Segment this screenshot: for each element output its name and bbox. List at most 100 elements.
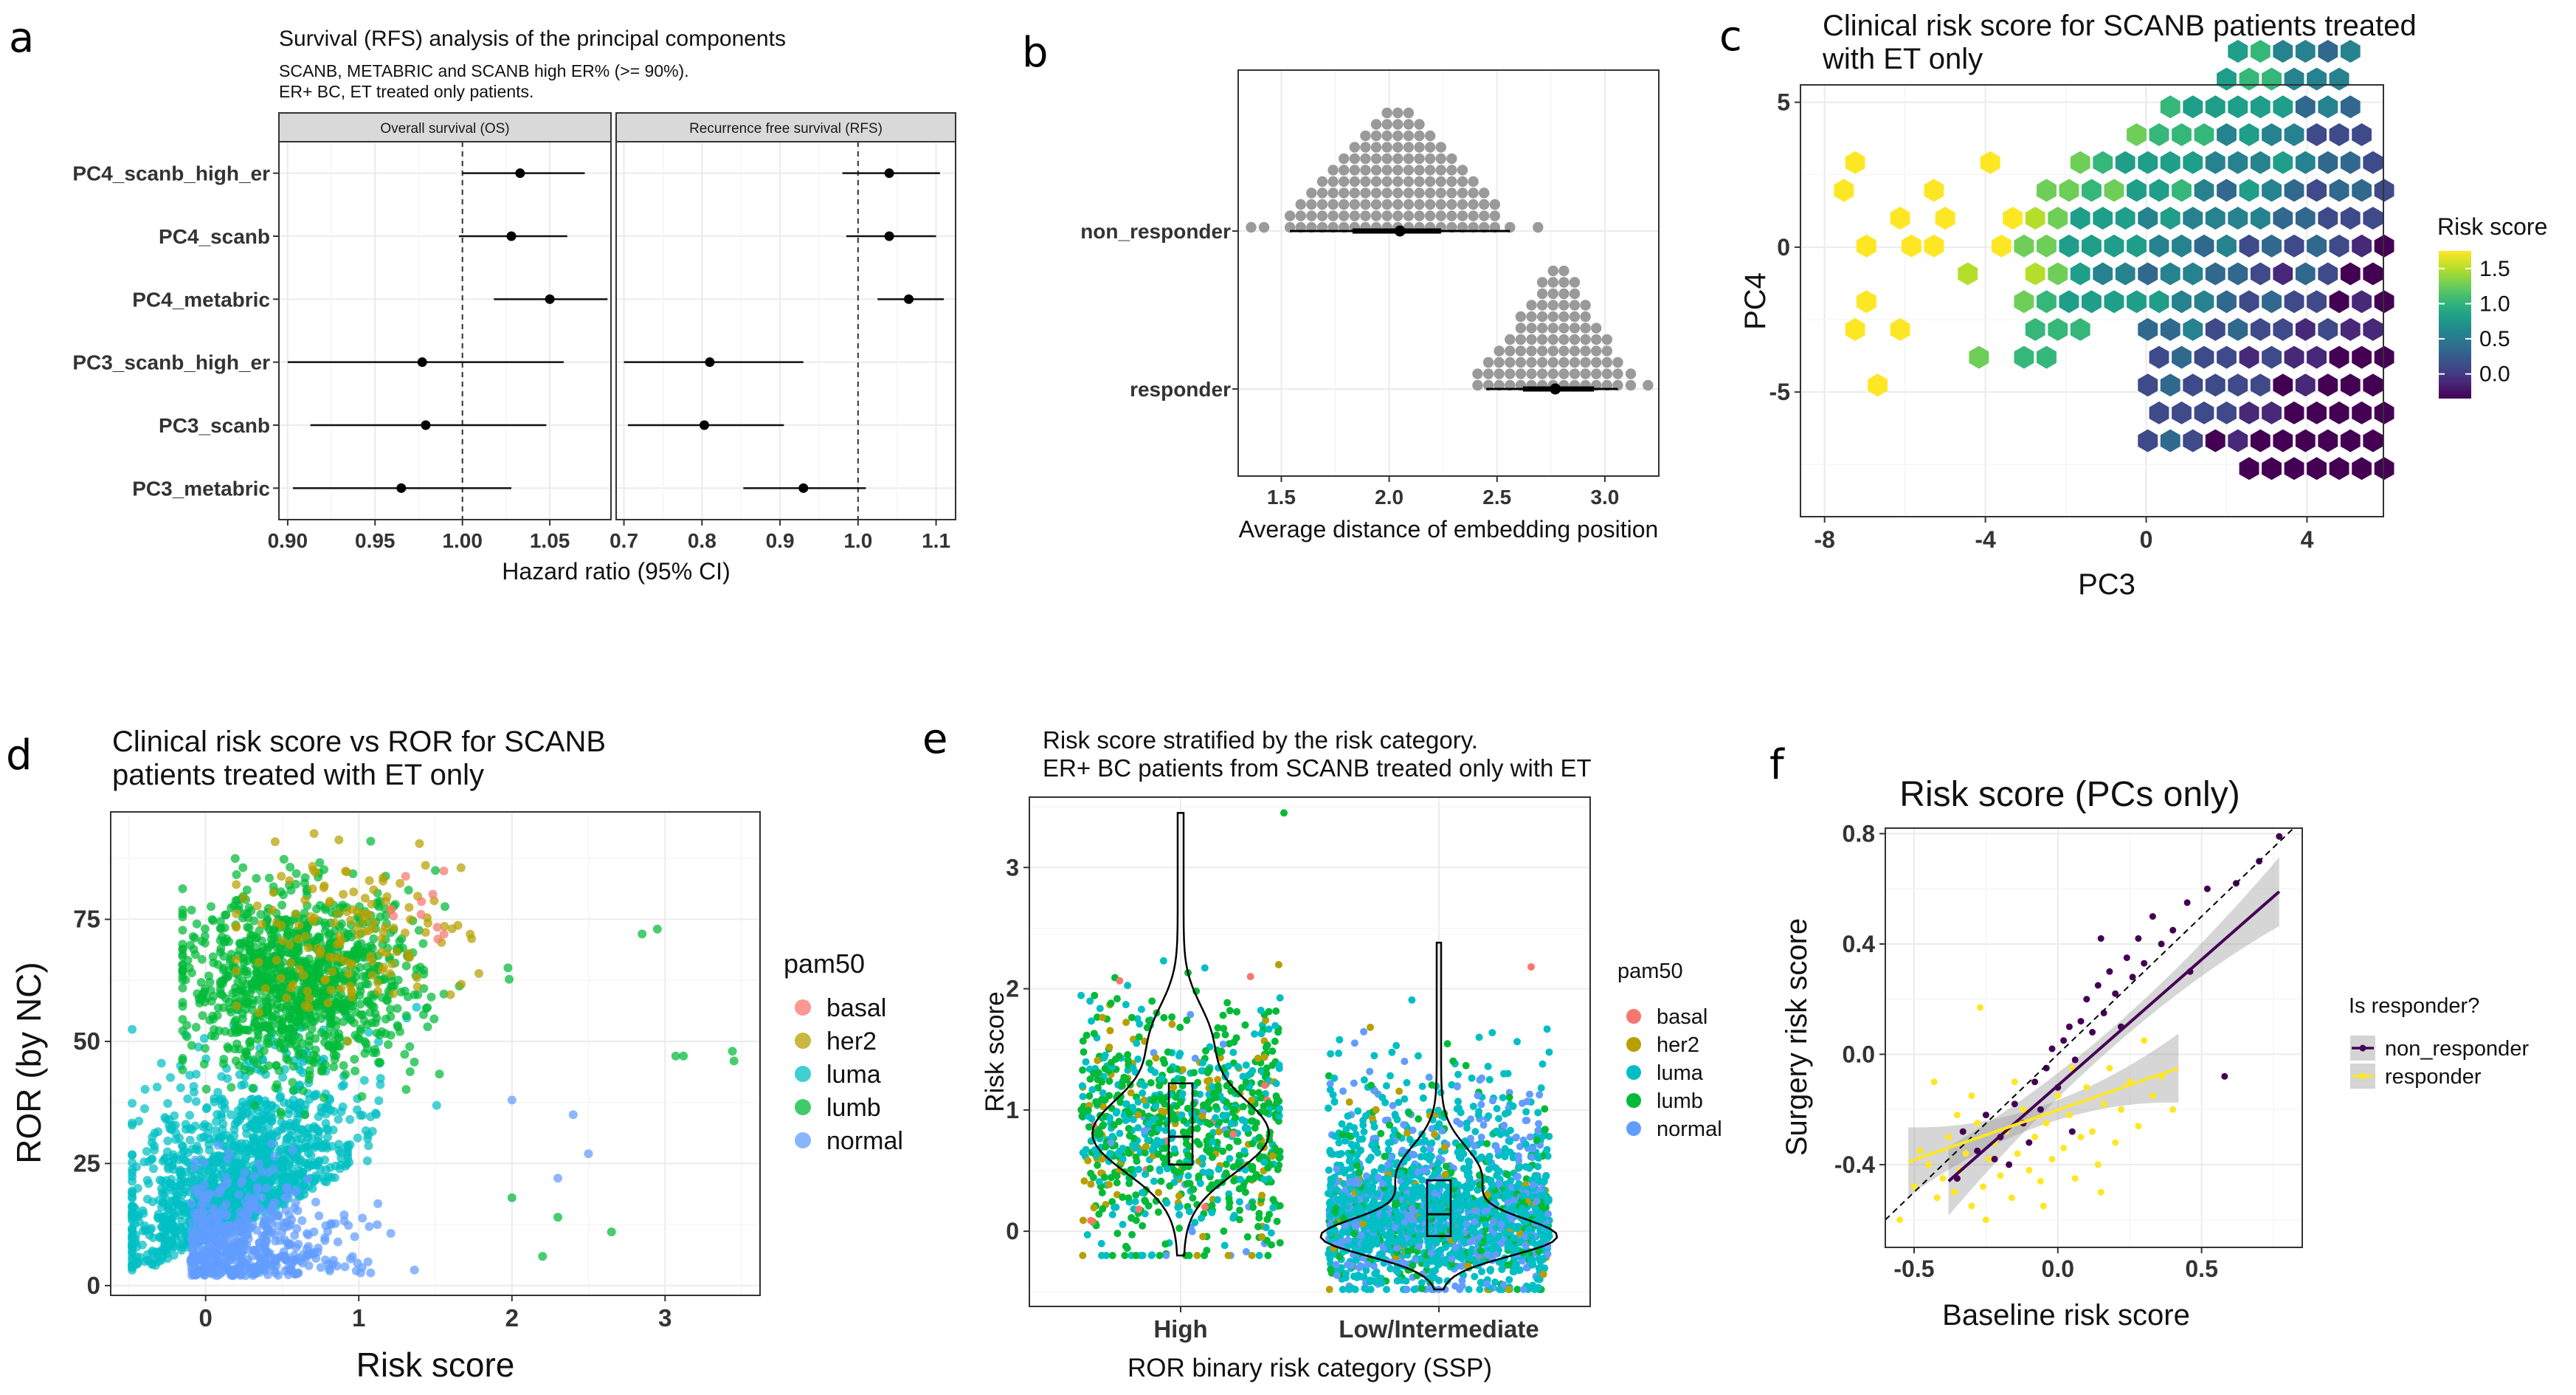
hexbin-cell [2239,179,2259,202]
dot [1392,107,1403,119]
point-lumb [1241,1188,1249,1196]
point-lumb [357,1092,367,1101]
hexbin-cell [2160,95,2180,119]
panel-a-x-ticks: 0.90 0.95 1.00 1.05 0.7 0.8 0.9 1.0 1.1 [268,520,950,552]
point-lumb [1107,999,1115,1008]
hexbin-cell [2284,457,2304,480]
point-luma [276,1092,286,1101]
hexbin-cell [1845,151,1865,174]
hexbin-cell [2228,429,2248,452]
point-normal [294,1239,303,1249]
dot [1295,210,1306,221]
point-lumb [1223,1098,1230,1106]
point-normal [373,1220,382,1230]
point-her2 [357,909,367,918]
point-luma [178,1142,187,1151]
dot [1381,119,1392,130]
point-lumb [230,1044,240,1054]
point-lumb [1252,1171,1260,1179]
dot [1558,334,1570,345]
point-her2 [299,971,308,980]
point-normal [258,1240,268,1250]
colorbar-tick-label: 1.5 [2479,257,2510,281]
point-lumb [1276,1147,1284,1155]
legend-key-luma [795,1066,811,1082]
point-luma [134,1116,144,1126]
hexbin-cell [2217,179,2237,202]
point-luma [1185,1208,1193,1216]
point-her2 [1155,1188,1162,1196]
point-lumb [300,873,310,883]
point-luma [176,1083,185,1092]
point-lumb [1266,1129,1274,1137]
point-luma [1095,1178,1103,1186]
point-luma [1148,1116,1156,1124]
point-her2 [1258,1233,1266,1241]
hexbin-cell [2363,207,2383,230]
facet-strip-os [278,112,612,142]
point-lumb [262,1038,272,1047]
hexbin-cell [2048,207,2068,230]
point-luma [237,1102,246,1112]
hexbin-cell [2284,290,2304,314]
point-lumb [342,1006,352,1016]
point-lumb [238,985,247,995]
point-lumb [1121,1252,1129,1259]
dot [1424,142,1436,153]
point-basal [416,909,426,919]
point-luma [1137,1080,1145,1088]
point-lumb [208,952,218,962]
dot [1392,187,1403,199]
point-normal [235,1262,244,1272]
point-luma [156,1058,166,1068]
hexbin-cell [2363,373,2383,397]
point-lumb [275,945,285,954]
point-luma [1208,1208,1216,1216]
panel-a-subtitle-2: ER+ BC, ET treated only patients. [279,82,533,101]
point-luma [177,1216,187,1226]
facet-strip-os-label: Overall survival (OS) [380,121,509,137]
point-normal [251,1267,260,1276]
point-her2 [1170,1084,1178,1092]
dot [1246,221,1257,233]
point-lumb [207,914,217,924]
panel-a-forest-plot: Survival (RFS) analysis of the principal… [72,27,956,585]
point-normal [232,1219,241,1229]
point-lumb [1113,1172,1121,1180]
point-normal [192,1212,201,1222]
dot [1569,277,1581,288]
point-luma [1212,1114,1220,1122]
point-her2 [1206,1076,1214,1084]
point-luma [181,1206,190,1216]
point-her2 [401,929,410,937]
hexbin-cell [2205,373,2225,397]
point-lumb [356,1010,366,1019]
point-luma [1213,1196,1221,1204]
panel-a-category-labels: PC4_scanb_high_erPC4_scanbPC4_metabricPC… [72,162,279,500]
point-normal [253,1182,262,1192]
median-point [1394,225,1406,237]
hexbin-cell [2284,179,2304,202]
point-lumb [401,1011,411,1020]
point-luma [128,1259,137,1269]
hexbin-cell [2295,207,2316,230]
point-luma [264,1123,273,1132]
hexbin-cell [2194,179,2214,202]
point-her2 [387,960,397,969]
hexbin-cell [2307,67,2327,91]
hexbin-cell [2239,401,2259,424]
point-lumb [187,906,196,914]
dot [1381,165,1392,176]
point-her2 [412,973,421,982]
dot [1482,356,1494,368]
hexbin-cell [2239,457,2259,480]
point-lumb [331,1021,341,1030]
point-her2 [286,958,295,968]
dot [1392,142,1403,153]
point-luma [1184,1172,1192,1180]
dot [1547,311,1558,323]
hexbin-cell [2340,373,2361,397]
point-lumb [302,921,311,931]
point-luma [280,1176,290,1185]
point-lumb [1157,1177,1165,1185]
